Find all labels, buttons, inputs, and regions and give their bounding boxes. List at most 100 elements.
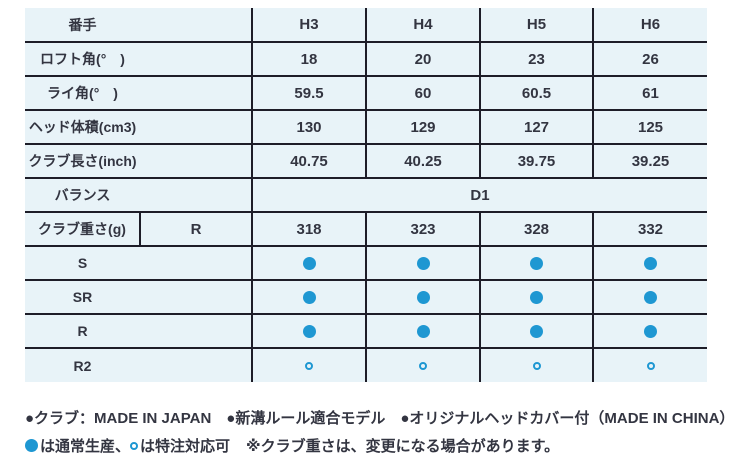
open-circle-icon bbox=[130, 441, 139, 450]
spec-value: 61 bbox=[592, 75, 707, 110]
footnotes: ●クラブ：MADE IN JAPAN ●新溝ルール適合モデル ●オリジナルヘッド… bbox=[25, 405, 731, 461]
row-label: ヘッド体積(cm3) bbox=[25, 109, 140, 144]
spec-value: 130 bbox=[251, 109, 366, 144]
row-label: バランス bbox=[25, 177, 140, 212]
spec-value: 332 bbox=[592, 211, 707, 246]
label-spacer bbox=[140, 245, 252, 280]
legend-text-normal-production: は通常生産、 bbox=[40, 438, 131, 455]
spec-value: 40.25 bbox=[365, 143, 480, 178]
availability-cell bbox=[592, 279, 707, 314]
availability-mark-icon bbox=[305, 362, 313, 371]
availability-mark-icon bbox=[644, 291, 657, 305]
spec-value: H3 bbox=[251, 8, 366, 42]
table-row-balance: バランス D1 bbox=[25, 177, 707, 212]
footnote-line-1: ●クラブ：MADE IN JAPAN ●新溝ルール適合モデル ●オリジナルヘッド… bbox=[25, 410, 731, 427]
row-label: R2 bbox=[25, 347, 140, 382]
label-spacer bbox=[140, 8, 252, 42]
label-spacer bbox=[140, 143, 252, 178]
spec-value: H5 bbox=[479, 8, 593, 42]
availability-cell bbox=[251, 347, 366, 382]
table-row-club-length: クラブ長さ(inch) 40.75 40.25 39.75 39.25 bbox=[25, 143, 707, 178]
availability-cell bbox=[592, 347, 707, 382]
spec-value: H4 bbox=[365, 8, 480, 42]
table-row-head-volume: ヘッド体積(cm3) 130 129 127 125 bbox=[25, 109, 707, 144]
availability-cell bbox=[479, 313, 593, 348]
spec-value: 39.25 bbox=[592, 143, 707, 178]
availability-cell bbox=[251, 245, 366, 280]
availability-mark-icon bbox=[416, 257, 430, 271]
availability-mark-icon bbox=[646, 362, 655, 371]
table-row-flex-r2: R2 bbox=[25, 347, 707, 382]
legend-text-custom-order: は特注対応可 bbox=[140, 438, 231, 455]
spec-value: H6 bbox=[592, 8, 707, 42]
availability-cell bbox=[592, 245, 707, 280]
availability-mark-icon bbox=[302, 291, 316, 305]
table-row-flex-sr: SR bbox=[25, 279, 707, 314]
availability-cell bbox=[365, 279, 480, 314]
spec-value: 127 bbox=[479, 109, 593, 144]
spec-value: 60 bbox=[365, 75, 480, 110]
label-spacer bbox=[140, 177, 252, 212]
availability-mark-icon bbox=[644, 257, 657, 271]
availability-cell bbox=[479, 279, 593, 314]
availability-mark-icon bbox=[416, 325, 430, 339]
row-label: クラブ長さ(inch) bbox=[25, 143, 140, 178]
availability-cell bbox=[479, 347, 593, 382]
spec-value-balance: D1 bbox=[251, 177, 707, 212]
table-row-lie: ライ角(° ) 59.5 60 60.5 61 bbox=[25, 75, 707, 110]
label-spacer bbox=[140, 279, 252, 314]
label-spacer bbox=[140, 109, 252, 144]
label-spacer bbox=[140, 347, 252, 382]
table-row-club-weight: クラブ重さ(g) R 318 323 328 332 bbox=[25, 211, 707, 246]
spec-table: 番手 H3 H4 H5 H6 ロフト角(° ) 18 20 23 26 ライ角(… bbox=[25, 8, 707, 382]
spec-value: 18 bbox=[251, 41, 366, 76]
spec-value: 26 bbox=[592, 41, 707, 76]
table-row-loft: ロフト角(° ) 18 20 23 26 bbox=[25, 41, 707, 76]
availability-mark-icon bbox=[416, 291, 430, 305]
availability-cell bbox=[365, 313, 480, 348]
spec-value: 60.5 bbox=[479, 75, 593, 110]
availability-cell bbox=[479, 245, 593, 280]
row-label: R bbox=[25, 313, 140, 348]
availability-cell bbox=[365, 245, 480, 280]
row-label: S bbox=[25, 245, 140, 280]
spec-value: 323 bbox=[365, 211, 480, 246]
row-sublabel-shaft: R bbox=[139, 211, 252, 246]
label-spacer bbox=[140, 313, 252, 348]
availability-cell bbox=[251, 279, 366, 314]
spec-value: 125 bbox=[592, 109, 707, 144]
table-row-flex-s: S bbox=[25, 245, 707, 280]
availability-mark-icon bbox=[302, 325, 316, 339]
weight-change-note: ※クラブ重さは、変更になる場合があります。 bbox=[246, 438, 560, 455]
availability-mark-icon bbox=[530, 257, 543, 271]
spec-value: 328 bbox=[479, 211, 593, 246]
availability-mark-icon bbox=[530, 291, 543, 305]
availability-mark-icon bbox=[532, 362, 541, 371]
availability-cell bbox=[592, 313, 707, 348]
table-row-flex-r: R bbox=[25, 313, 707, 348]
availability-mark-icon bbox=[530, 325, 543, 339]
spec-value: 59.5 bbox=[251, 75, 366, 110]
row-label: SR bbox=[25, 279, 140, 314]
row-label: 番手 bbox=[25, 8, 140, 42]
footnote-line-2: は通常生産、 は特注対応可 ※クラブ重さは、変更になる場合があります。 bbox=[25, 433, 725, 461]
spec-value: 23 bbox=[479, 41, 593, 76]
availability-cell bbox=[251, 313, 366, 348]
row-label: ロフト角(° ) bbox=[25, 41, 140, 76]
spec-value: 129 bbox=[365, 109, 480, 144]
availability-mark-icon bbox=[644, 325, 657, 339]
spec-value: 20 bbox=[365, 41, 480, 76]
table-row-club-number: 番手 H3 H4 H5 H6 bbox=[25, 8, 707, 42]
label-spacer bbox=[140, 41, 252, 76]
label-spacer bbox=[140, 75, 252, 110]
spec-value: 318 bbox=[251, 211, 366, 246]
row-label: クラブ重さ(g) bbox=[25, 211, 140, 246]
availability-mark-icon bbox=[419, 362, 427, 371]
availability-cell bbox=[365, 347, 480, 382]
spec-value: 39.75 bbox=[479, 143, 593, 178]
row-label: ライ角(° ) bbox=[25, 75, 140, 110]
filled-dot-icon bbox=[25, 439, 38, 453]
spec-value: 40.75 bbox=[251, 143, 366, 178]
availability-mark-icon bbox=[302, 257, 316, 271]
